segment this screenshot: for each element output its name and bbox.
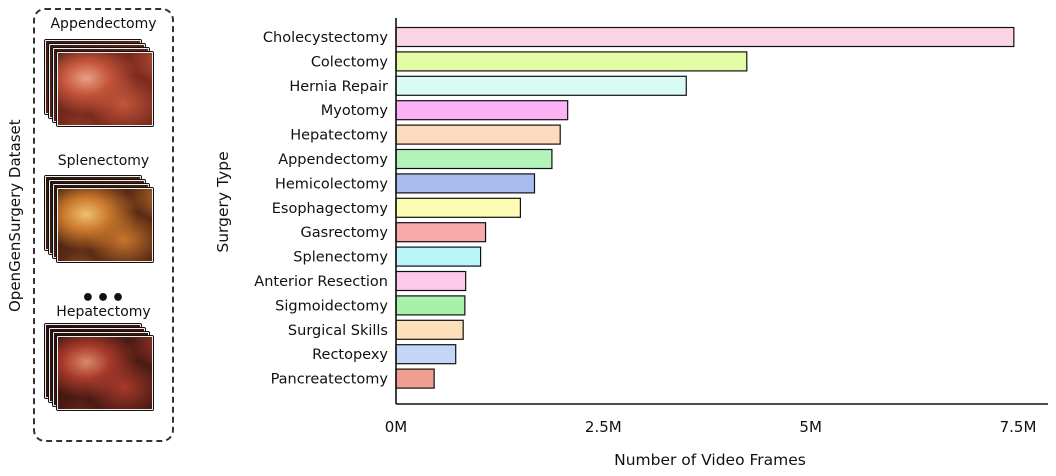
dataset-title: OpenGenSurgery Dataset <box>6 119 24 312</box>
category-label: Anterior Resection <box>254 274 388 290</box>
category-label: Sigmoidectomy <box>275 298 388 314</box>
category-label: Surgical Skills <box>288 323 388 339</box>
bar-chart: Cholecystectomy Colectomy Hernia Repair Myo… <box>214 18 1048 469</box>
y-axis-label: Surgery Type <box>214 151 232 252</box>
frame-stack-appendectomy <box>45 40 165 130</box>
category-label: Colectomy <box>311 54 389 70</box>
category-label: Appendectomy <box>278 152 388 168</box>
category-label: Rectopexy <box>312 347 388 363</box>
ellipsis-icon: ••• <box>80 286 127 311</box>
bar-splenectomy <box>395 246 482 267</box>
bar-gasrectomy <box>395 222 487 243</box>
category-label: Splenectomy <box>293 250 388 266</box>
bar-rectopexy <box>395 344 457 365</box>
x-tick-label: 0M <box>385 418 408 436</box>
dataset-panel: Appendectomy Splenectomy Hepatectomy ••• <box>33 8 174 442</box>
category-label: Gasrectomy <box>301 225 389 241</box>
bar-hepatectomy <box>395 124 561 145</box>
bar-myotomy <box>395 100 569 121</box>
frame-stack-splenectomy <box>45 176 165 266</box>
bar-surgical-skills <box>395 319 464 340</box>
bar-appendectomy <box>395 148 553 170</box>
bar-pancreatectomy <box>395 368 435 389</box>
bar-anterior-resection <box>395 270 467 292</box>
x-tick-label: 5M <box>799 418 822 436</box>
video-frame <box>57 336 153 410</box>
category-label: Esophagectomy <box>272 201 389 217</box>
category-label: Hepatectomy <box>290 128 388 144</box>
bar-cholecystectomy <box>395 26 1015 48</box>
category-label: Cholecystectomy <box>263 30 389 46</box>
category-label: Hemicolectomy <box>275 176 388 192</box>
bar-sigmoidectomy <box>395 295 466 316</box>
x-axis-label: Number of Video Frames <box>614 451 806 469</box>
sample-label-hepatectomy: Hepatectomy <box>56 304 151 320</box>
bar-colectomy <box>395 51 748 72</box>
x-tick-label: 7.5M <box>1000 418 1037 436</box>
frame-stack-hepatectomy <box>45 324 165 414</box>
sample-label-splenectomy: Splenectomy <box>57 153 150 169</box>
video-frame <box>57 52 153 126</box>
bar-esophagectomy <box>395 197 522 218</box>
sample-label-appendectomy: Appendectomy <box>50 16 157 32</box>
category-label: Pancreatectomy <box>271 372 389 388</box>
video-frame <box>57 188 153 262</box>
category-label: Hernia Repair <box>289 79 388 95</box>
bar-hemicolectomy <box>395 173 536 194</box>
bar-hernia-repair <box>395 75 687 96</box>
x-tick-label: 2.5M <box>585 418 622 436</box>
category-label: Myotomy <box>321 103 389 119</box>
